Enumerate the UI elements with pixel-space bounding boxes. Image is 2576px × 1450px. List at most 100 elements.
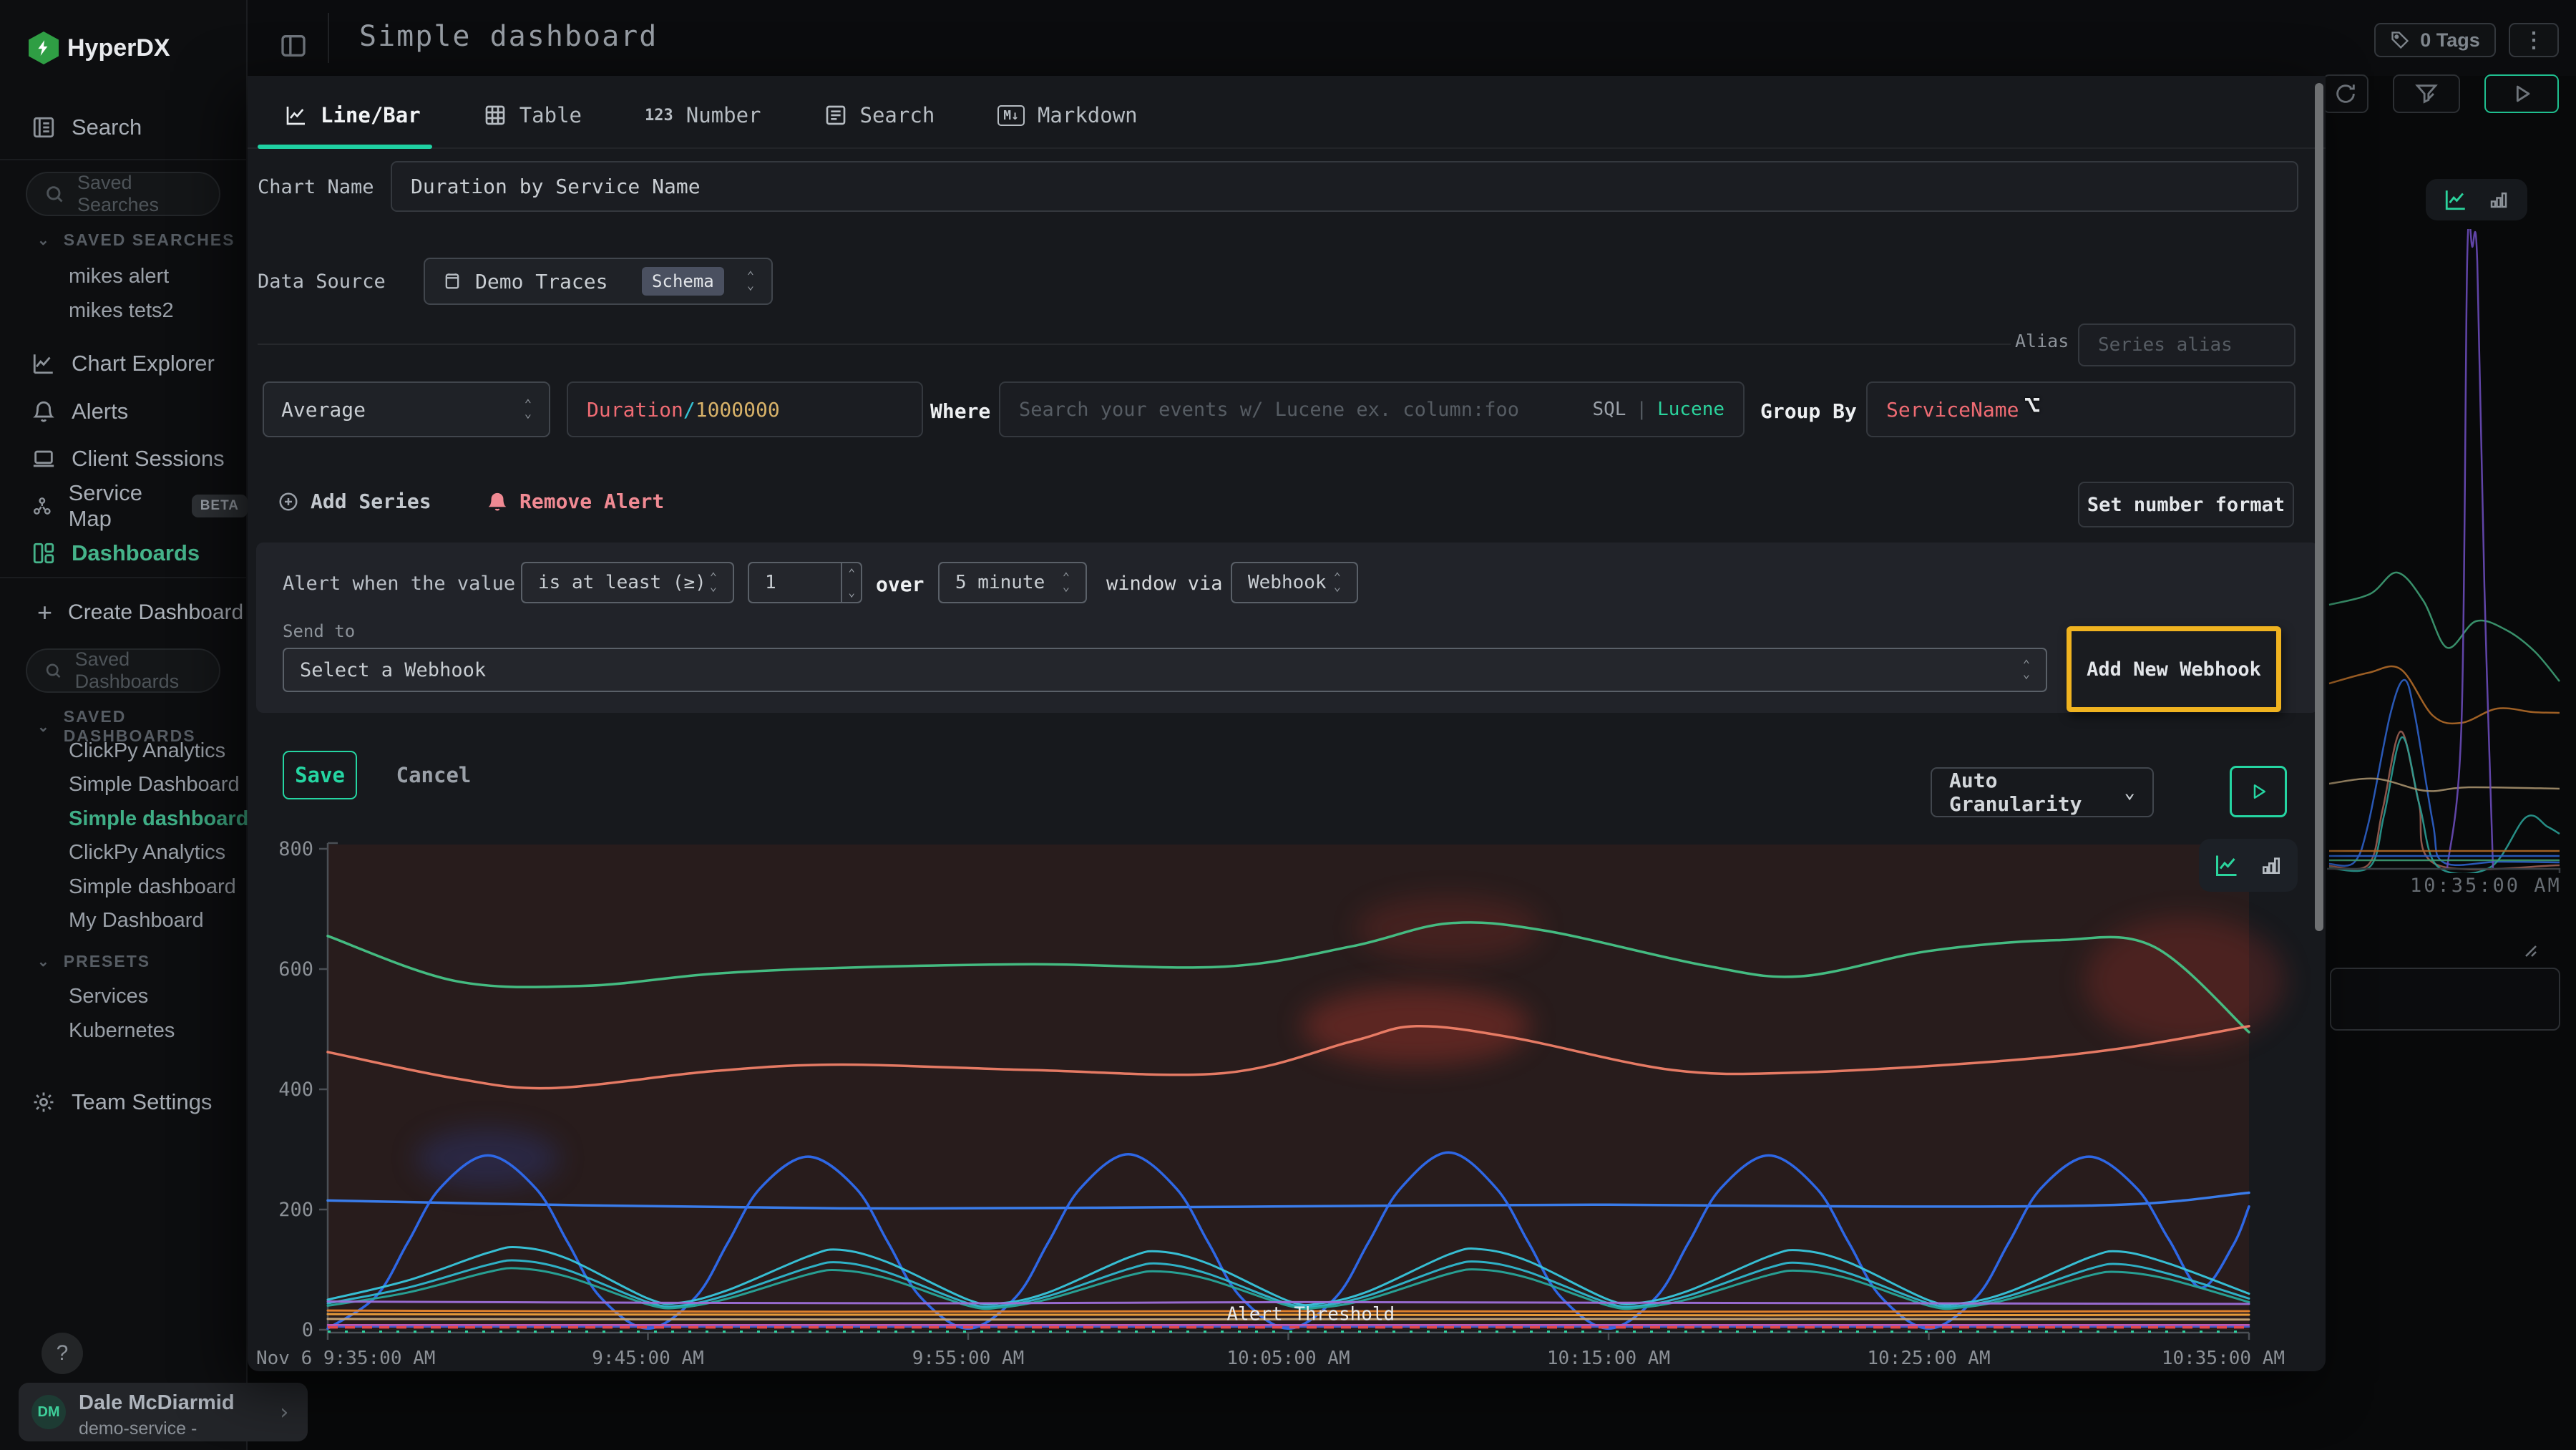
chart-name-input[interactable]: Duration by Service Name (391, 161, 2298, 212)
svg-text:0: 0 (302, 1319, 313, 1341)
group-by-input[interactable]: ServiceName (1866, 381, 2296, 437)
dashboard-item[interactable]: Simple dashboard (69, 875, 236, 899)
add-new-webhook-button[interactable]: Add New Webhook (2067, 626, 2281, 712)
chevron-updown-icon: ⌃⌄ (1063, 573, 1070, 592)
cancel-button[interactable]: Cancel (376, 751, 491, 799)
saved-searches-header[interactable]: ⌄ SAVED SEARCHES (37, 230, 235, 250)
resize-handle-icon[interactable] (2519, 939, 2537, 958)
filter-icon (2414, 82, 2439, 106)
aggregation-select[interactable]: Average ⌃⌄ (263, 381, 550, 437)
line-chart-icon (285, 104, 308, 127)
database-icon (442, 271, 462, 291)
sidebar-item-team-settings[interactable]: Team Settings (0, 1082, 248, 1122)
alert-config-panel: Alert when the value is at least (≥) ⌃⌄ … (256, 542, 2318, 713)
alert-channel-select[interactable]: Webhook ⌃⌄ (1231, 562, 1358, 603)
chart-line-icon (31, 351, 56, 376)
where-search-input[interactable]: Search your events w/ Lucene ex. column:… (999, 381, 1745, 437)
svg-text:600: 600 (278, 958, 313, 981)
dashboard-item[interactable]: Simple Dashboard (69, 773, 240, 797)
preset-item[interactable]: Kubernetes (69, 1019, 175, 1043)
schema-badge[interactable]: Schema (642, 267, 724, 296)
over-label: over (876, 573, 924, 596)
bg-chart-x-label: 10:35:00 AM (2410, 875, 2562, 897)
search-icon (44, 661, 62, 681)
filter-button[interactable] (2393, 74, 2460, 113)
svg-text:10:35:00 AM: 10:35:00 AM (2162, 1348, 2285, 1369)
sql-mode-button[interactable]: SQL (1592, 399, 1626, 420)
bg-panel-input[interactable] (2330, 968, 2560, 1031)
background-dashboard-chart (2327, 229, 2563, 873)
svg-text:800: 800 (278, 838, 313, 860)
sidebar-item-chart-explorer[interactable]: Chart Explorer (0, 344, 248, 384)
tab-number[interactable]: 123 Number (645, 103, 761, 127)
plus-icon: + (37, 598, 52, 628)
user-menu[interactable]: DM Dale McDiarmid demo-service - › (19, 1383, 308, 1441)
tab-markdown[interactable]: M↓ Markdown (997, 103, 1137, 127)
add-series-button[interactable]: Add Series (278, 490, 431, 513)
divider (0, 577, 246, 578)
series-alias-input[interactable]: Series alias (2078, 323, 2296, 366)
modal-scrollbar[interactable] (2315, 83, 2323, 931)
chart-type-toggle[interactable] (2199, 839, 2298, 892)
presets-header[interactable]: ⌄ PRESETS (37, 952, 150, 971)
dashboard-item[interactable]: ClickPy Analytics (69, 841, 225, 865)
expression-input[interactable]: Duration/1000000 (567, 381, 923, 437)
set-number-format-button[interactable]: Set number format (2078, 482, 2294, 527)
granularity-select[interactable]: Auto Granularity ⌄ (1931, 767, 2154, 817)
remove-alert-button[interactable]: Remove Alert (487, 490, 664, 513)
markdown-icon: M↓ (997, 105, 1025, 126)
save-button[interactable]: Save (283, 751, 357, 799)
where-label: Where (930, 399, 990, 423)
bg-chart-type-toggle[interactable] (2426, 179, 2527, 220)
dashboard-item[interactable]: ClickPy Analytics (69, 739, 225, 763)
saved-search-item[interactable]: mikes alert (69, 265, 169, 288)
preview-run-button[interactable] (2230, 766, 2287, 817)
sidebar-item-label: Search (72, 115, 142, 140)
alert-window-select[interactable]: 5 minute ⌃⌄ (938, 562, 1087, 603)
svg-text:400: 400 (278, 1079, 313, 1101)
help-button[interactable]: ? (42, 1333, 83, 1374)
preset-item[interactable]: Services (69, 985, 148, 1008)
tab-search[interactable]: Search (824, 103, 935, 127)
collapse-sidebar-icon[interactable] (279, 31, 308, 60)
line-chart-icon (2444, 188, 2468, 212)
sidebar-item-search[interactable]: Search (0, 107, 248, 147)
svg-text:200: 200 (278, 1199, 313, 1221)
beta-badge: BETA (192, 495, 248, 517)
sidebar-item-client-sessions[interactable]: Client Sessions (0, 439, 248, 479)
sidebar: HyperDX Search Saved Searches ⌄ SAVED SE… (0, 0, 248, 1450)
refresh-button[interactable] (2323, 74, 2368, 113)
play-icon (2248, 781, 2269, 802)
tab-line-bar[interactable]: Line/Bar (285, 103, 421, 127)
alert-threshold-input[interactable]: 1 ⌃⌄ (748, 562, 862, 603)
dashboard-item-active[interactable]: Simple dashboard (69, 807, 248, 831)
divider (328, 13, 329, 63)
saved-search-item[interactable]: mikes tets2 (69, 299, 174, 323)
user-subtitle: demo-service - (79, 1419, 197, 1439)
sidebar-item-dashboards[interactable]: Dashboards (0, 533, 248, 573)
data-source-select[interactable]: Demo Traces Schema ⌃⌄ (424, 258, 773, 305)
saved-searches-input[interactable]: Saved Searches (26, 172, 220, 216)
tab-table[interactable]: Table (484, 103, 582, 127)
data-source-label: Data Source (258, 271, 386, 293)
preview-line-chart: 0200400600800Nov 6 9:35:00 AM9:45:00 AM9… (248, 820, 2326, 1371)
webhook-select[interactable]: Select a Webhook ⌃⌄ (283, 648, 2047, 692)
more-options-button[interactable]: ⋮ (2509, 23, 2559, 57)
sidebar-item-alerts[interactable]: Alerts (0, 391, 248, 432)
svg-text:Nov 6 9:35:00 AM: Nov 6 9:35:00 AM (256, 1348, 435, 1369)
send-to-label: Send to (283, 621, 355, 641)
number-123-icon: 123 (645, 107, 673, 125)
line-chart-icon (2214, 852, 2240, 878)
create-dashboard-button[interactable]: + Create Dashboard (0, 593, 248, 633)
number-stepper[interactable]: ⌃⌄ (841, 563, 861, 602)
dashboard-item[interactable]: My Dashboard (69, 909, 204, 933)
play-icon (2509, 82, 2534, 106)
chevron-down-icon: ⌄ (37, 718, 51, 736)
alias-label: Alias (2015, 331, 2069, 351)
sidebar-item-service-map[interactable]: Service Map BETA (0, 486, 248, 526)
alert-condition-select[interactable]: is at least (≥) ⌃⌄ (521, 562, 734, 603)
run-query-button[interactable] (2484, 74, 2559, 113)
saved-dashboards-input[interactable]: Saved Dashboards (26, 648, 220, 693)
lucene-mode-button[interactable]: Lucene (1657, 399, 1724, 420)
tags-button[interactable]: 0 Tags (2374, 23, 2496, 57)
